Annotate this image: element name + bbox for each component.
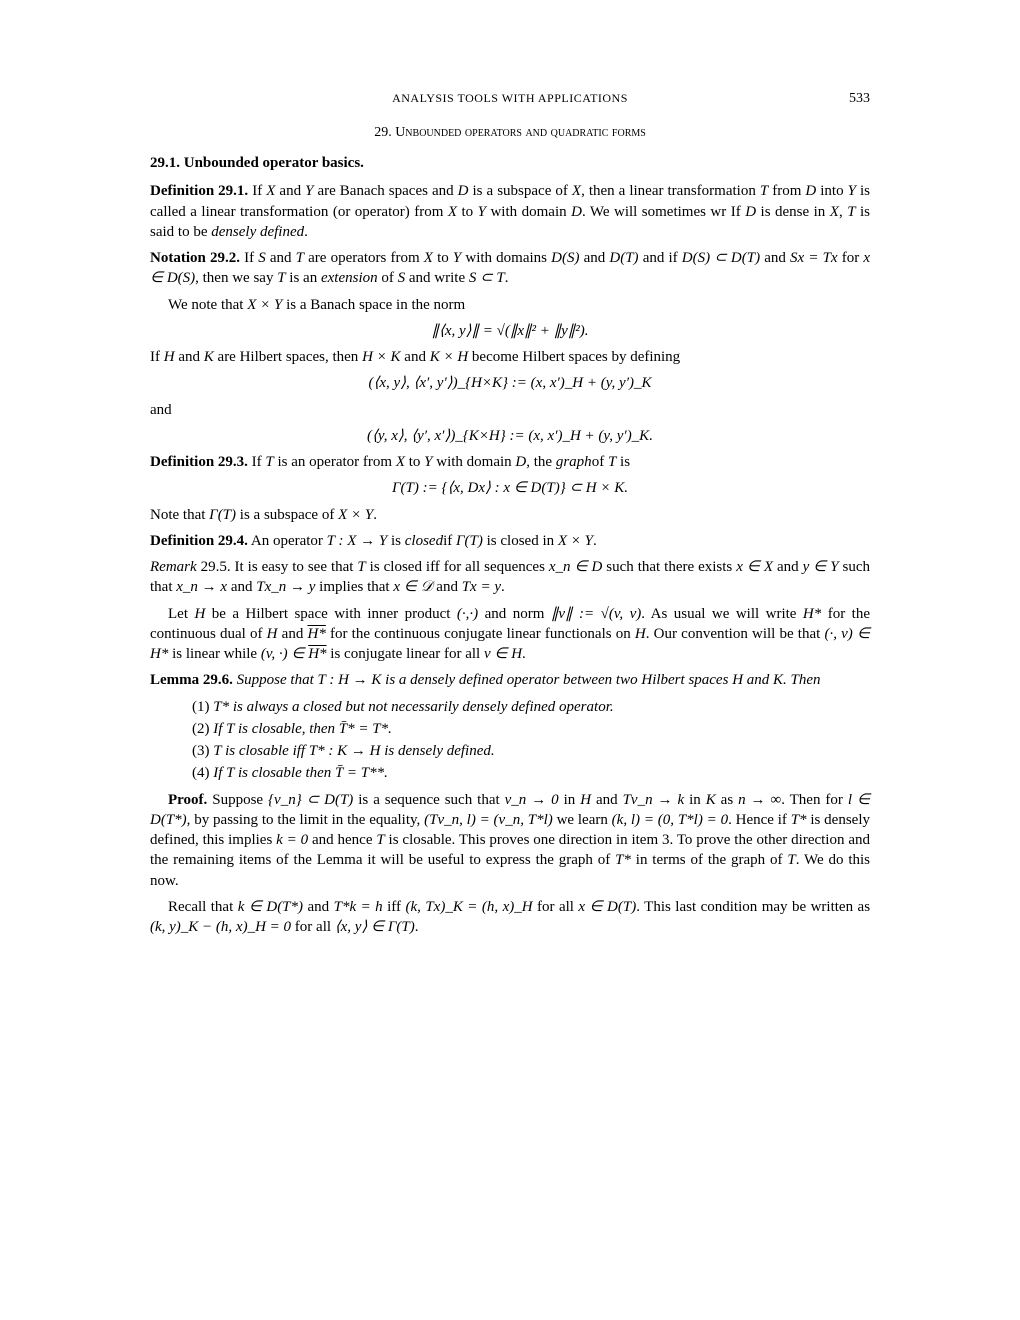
- subsection-title: Unbounded operator basics.: [184, 155, 364, 171]
- running-header: ANALYSIS TOOLS WITH APPLICATIONS 533: [150, 90, 870, 106]
- notation-29-2: Notation 29.2. If S and T are operators …: [150, 248, 870, 289]
- display-ip2: (⟨y, x⟩, ⟨y′, x′⟩)_{K×H} := (x, x′)_H + …: [150, 426, 870, 446]
- display-graph: Γ(T) := {⟨x, Dx⟩ : x ∈ D(T)} ⊂ H × K.: [150, 478, 870, 498]
- list-item: (1) T* is always a closed but not necess…: [192, 697, 870, 717]
- lemma-list: (1) T* is always a closed but not necess…: [192, 697, 870, 784]
- definition-29-1: Definition 29.1. If X and Y are Banach s…: [150, 181, 870, 242]
- section-title: Unbounded operators and quadratic forms: [395, 125, 646, 140]
- para-hilbert: Let H be a Hilbert space with inner prod…: [150, 604, 870, 665]
- def-label: Definition 29.4.: [150, 533, 248, 549]
- proof-para-1: Proof. Suppose {v_n} ⊂ D(T) is a sequenc…: [150, 790, 870, 891]
- def-label: Definition 29.3.: [150, 454, 248, 470]
- proof-label: Proof.: [168, 792, 207, 808]
- section-number: 29.: [374, 125, 392, 140]
- page-number: 533: [849, 90, 870, 109]
- not-label: Notation 29.2.: [150, 250, 240, 266]
- definition-29-4: Definition 29.4. An operator T : X → Y i…: [150, 531, 870, 551]
- lem-label: Lemma 29.6.: [150, 672, 233, 688]
- definition-29-3: Definition 29.3. If T is an operator fro…: [150, 452, 870, 472]
- def-label: Definition 29.1.: [150, 183, 248, 199]
- rem-label: Remark: [150, 559, 197, 575]
- subsection-number: 29.1.: [150, 155, 180, 171]
- remark-29-5: Remark 29.5. It is easy to see that T is…: [150, 557, 870, 598]
- and-label: and: [150, 400, 870, 420]
- para-hk: If H and K are Hilbert spaces, then H × …: [150, 347, 870, 367]
- para-note: We note that X × Y is a Banach space in …: [150, 295, 870, 315]
- display-norm: ∥⟨x, y⟩∥ = √(∥x∥² + ∥y∥²).: [150, 321, 870, 341]
- list-item: (2) If T is closable, then T̄* = T*.: [192, 719, 870, 739]
- subsection-heading: 29.1. Unbounded operator basics.: [150, 153, 870, 173]
- proof-para-2: Recall that k ∈ D(T*) and T*k = h iff (k…: [150, 897, 870, 938]
- section-heading: 29. Unbounded operators and quadratic fo…: [150, 124, 870, 143]
- list-item: (3) T is closable iff T* : K → H is dens…: [192, 741, 870, 761]
- lemma-29-6: Lemma 29.6. Suppose that T : H → K is a …: [150, 670, 870, 690]
- display-ip1: (⟨x, y⟩, ⟨x′, y′⟩)_{H×K} := (x, x′)_H + …: [150, 373, 870, 393]
- running-title: ANALYSIS TOOLS WITH APPLICATIONS: [392, 91, 628, 105]
- page: ANALYSIS TOOLS WITH APPLICATIONS 533 29.…: [100, 0, 920, 1003]
- para-gamma: Note that Γ(T) is a subspace of X × Y.: [150, 505, 870, 525]
- list-item: (4) If T is closable then T̄ = T**.: [192, 763, 870, 783]
